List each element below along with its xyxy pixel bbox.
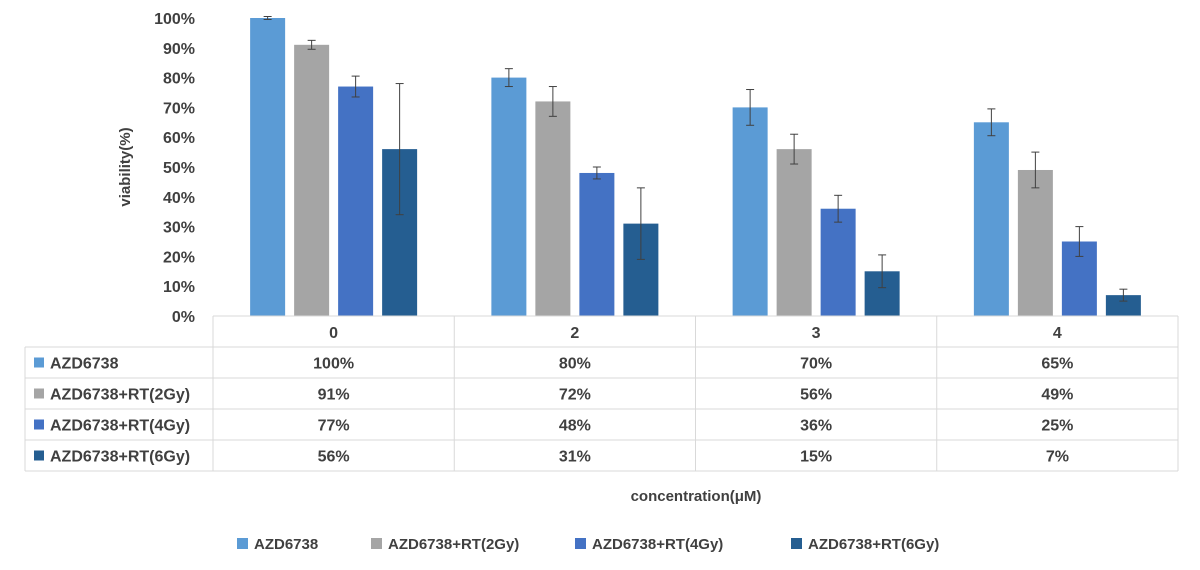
y-tick-label: 40% [163,190,195,207]
legend-label: AZD6738+RT(6Gy) [808,536,939,553]
data-label: 77% [318,418,350,435]
data-label: 65% [1041,356,1073,373]
bar [535,101,571,316]
x-tick-label: 3 [812,325,821,342]
bar [732,107,768,317]
y-tick-label: 100% [154,11,195,28]
bar [338,86,374,316]
legend-swatch [371,538,382,549]
data-label: 80% [559,356,591,373]
table-legend-key [34,419,44,430]
x-tick-label: 2 [570,325,579,342]
legend-swatch [791,538,802,549]
table-series-name: AZD6738+RT(4Gy) [50,418,190,435]
legend-label: AZD6738 [254,536,318,553]
bar [776,149,812,316]
table-series-name: AZD6738+RT(2Gy) [50,387,190,404]
x-axis-title: concentration(μM) [631,488,762,505]
bar [294,44,330,316]
bar [1105,295,1141,316]
data-label: 7% [1046,449,1069,466]
y-tick-label: 30% [163,220,195,237]
bar [491,77,527,316]
legend-label: AZD6738+RT(2Gy) [388,536,519,553]
data-label: 72% [559,387,591,404]
data-label: 15% [800,449,832,466]
data-label: 70% [800,356,832,373]
legend-swatch [237,538,248,549]
legend-swatch [575,538,586,549]
data-label: 100% [313,356,354,373]
table-legend-key [34,357,44,368]
data-label: 48% [559,418,591,435]
y-tick-label: 20% [163,249,195,266]
y-tick-label: 50% [163,160,195,177]
data-label: 49% [1041,387,1073,404]
y-tick-label: 90% [163,41,195,58]
bar [1017,169,1053,316]
data-label: 36% [800,418,832,435]
table-series-name: AZD6738+RT(6Gy) [50,449,190,466]
y-tick-label: 10% [163,279,195,296]
bar [820,208,856,316]
bar [250,18,286,316]
data-label: 31% [559,449,591,466]
table-series-name: AZD6738 [50,356,119,373]
table-legend-key [34,388,44,399]
bar [973,122,1009,316]
data-label: 56% [318,449,350,466]
y-axis-title: viability(%) [117,127,134,206]
data-label: 56% [800,387,832,404]
legend-label: AZD6738+RT(4Gy) [592,536,723,553]
bar [579,172,615,316]
y-tick-label: 70% [163,100,195,117]
y-tick-label: 60% [163,130,195,147]
x-tick-label: 0 [329,325,338,342]
x-tick-label: 4 [1053,325,1062,342]
y-tick-label: 80% [163,71,195,88]
y-tick-label: 0% [172,309,195,326]
data-label: 91% [318,387,350,404]
data-label: 25% [1041,418,1073,435]
table-legend-key [34,450,44,461]
